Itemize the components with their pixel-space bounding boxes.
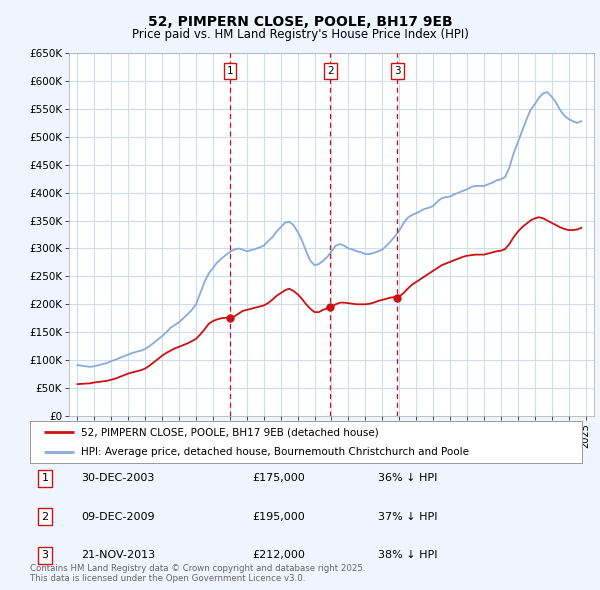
Text: 30-DEC-2003: 30-DEC-2003 [81, 473, 154, 483]
Text: 1: 1 [227, 66, 233, 76]
Text: 2: 2 [327, 66, 334, 76]
Text: 09-DEC-2009: 09-DEC-2009 [81, 512, 155, 522]
Text: 36% ↓ HPI: 36% ↓ HPI [378, 473, 437, 483]
Text: 3: 3 [41, 550, 49, 560]
Text: £212,000: £212,000 [252, 550, 305, 560]
Text: £175,000: £175,000 [252, 473, 305, 483]
Text: Price paid vs. HM Land Registry's House Price Index (HPI): Price paid vs. HM Land Registry's House … [131, 28, 469, 41]
Text: 1: 1 [41, 473, 49, 483]
Text: HPI: Average price, detached house, Bournemouth Christchurch and Poole: HPI: Average price, detached house, Bour… [82, 447, 469, 457]
Text: 52, PIMPERN CLOSE, POOLE, BH17 9EB (detached house): 52, PIMPERN CLOSE, POOLE, BH17 9EB (deta… [82, 427, 379, 437]
Text: £195,000: £195,000 [252, 512, 305, 522]
Text: 3: 3 [394, 66, 401, 76]
Text: 52, PIMPERN CLOSE, POOLE, BH17 9EB: 52, PIMPERN CLOSE, POOLE, BH17 9EB [148, 15, 452, 29]
Text: 38% ↓ HPI: 38% ↓ HPI [378, 550, 437, 560]
Text: 21-NOV-2013: 21-NOV-2013 [81, 550, 155, 560]
Text: Contains HM Land Registry data © Crown copyright and database right 2025.
This d: Contains HM Land Registry data © Crown c… [30, 563, 365, 583]
Text: 2: 2 [41, 512, 49, 522]
Text: 37% ↓ HPI: 37% ↓ HPI [378, 512, 437, 522]
